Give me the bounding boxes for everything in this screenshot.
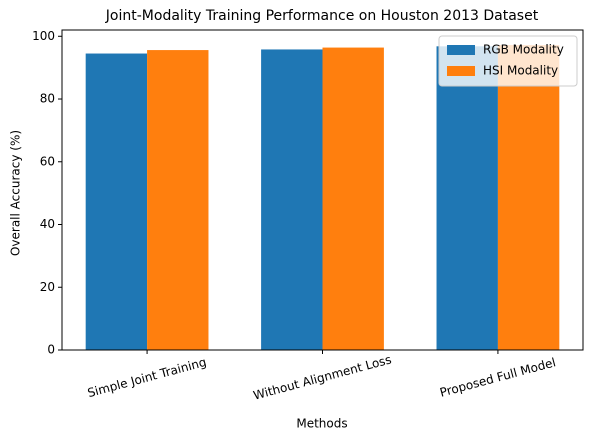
y-tick-label: 40 <box>40 217 55 231</box>
axes-frame <box>61 29 584 351</box>
y-tick-label: 0 <box>47 343 55 357</box>
x-axis-label: Methods <box>296 417 347 431</box>
bar <box>147 50 209 350</box>
chart-title: Joint-Modality Training Performance on H… <box>105 8 539 24</box>
x-tick-label: Proposed Full Model <box>438 355 557 399</box>
legend-label: HSI Modality <box>483 64 558 78</box>
bar <box>436 46 498 351</box>
bar <box>322 47 384 350</box>
x-tick-label: Without Alignment Loss <box>252 352 393 402</box>
legend-swatch <box>447 45 475 55</box>
x-tick-label: Simple Joint Training <box>86 355 208 400</box>
legend-label: RGB Modality <box>483 43 564 57</box>
y-tick-label: 80 <box>40 92 55 106</box>
y-tick-label: 100 <box>32 29 55 43</box>
bar <box>497 45 560 350</box>
y-tick-label: 20 <box>40 280 55 294</box>
y-tick-label: 60 <box>40 154 55 168</box>
legend-swatch <box>447 66 475 76</box>
y-axis-label: Overall Accuracy (%) <box>9 130 23 256</box>
bar <box>85 53 148 350</box>
bar <box>261 49 323 350</box>
